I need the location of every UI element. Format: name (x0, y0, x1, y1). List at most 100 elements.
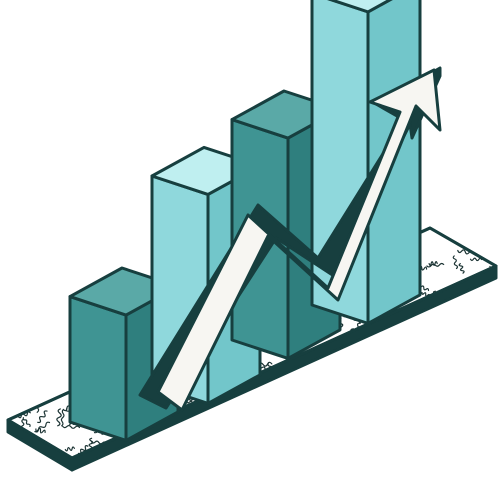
base-squiggle (357, 404, 371, 417)
base-squiggle (220, 469, 223, 479)
base-squiggle (136, 248, 142, 267)
base-squiggle (471, 242, 483, 249)
base-squiggle (459, 469, 463, 484)
base-squiggle (405, 363, 410, 374)
base-squiggle (12, 363, 18, 374)
growth-arrow-icon (138, 66, 442, 412)
base-squiggle (324, 457, 333, 458)
base-squiggle (478, 380, 490, 386)
base-squiggle (432, 326, 444, 338)
base-squiggle (364, 405, 377, 417)
base-squiggle (480, 284, 488, 303)
base-squiggle (473, 405, 482, 417)
base-squiggle (8, 312, 18, 318)
base-squiggle (7, 479, 11, 487)
base-squiggle (229, 461, 236, 468)
base-squiggle (0, 300, 1, 304)
base-squiggle (73, 472, 82, 476)
base-squiggle (415, 342, 433, 350)
base-squiggle (490, 435, 496, 448)
base-squiggle (491, 403, 496, 420)
base-squiggle (243, 426, 251, 439)
base-squiggle (394, 403, 406, 409)
base-squiggle (79, 258, 91, 264)
base-squiggle (497, 224, 500, 232)
base-squiggle (465, 228, 481, 238)
base-squiggle (205, 434, 210, 451)
base-squiggle (382, 358, 389, 368)
base-squiggle (413, 349, 424, 358)
base-squiggle (314, 463, 322, 469)
base-squiggle (0, 414, 7, 424)
base-squiggle (336, 360, 344, 372)
base-squiggle (335, 380, 346, 396)
base-squiggle (78, 244, 83, 260)
base-squiggle (416, 437, 422, 452)
base-squiggle (25, 286, 31, 301)
base-squiggle (60, 260, 71, 267)
base-squiggle (34, 327, 43, 335)
base-squiggle (469, 430, 486, 436)
base-squiggle (201, 473, 218, 478)
base-squiggle (56, 408, 62, 427)
base-squiggle (430, 347, 436, 359)
base-squiggle (45, 343, 56, 354)
base-squiggle (452, 427, 462, 433)
base-squiggle (130, 455, 144, 458)
base-squiggle (245, 479, 254, 487)
base-squiggle (423, 413, 439, 419)
base-squiggle (439, 407, 444, 417)
base-squiggle (428, 261, 438, 267)
base-squiggle (19, 251, 33, 263)
base-squiggle (25, 347, 32, 365)
base-squiggle (38, 252, 48, 260)
base-squiggle (464, 305, 475, 319)
base-squiggle (51, 346, 59, 362)
base-squiggle (22, 417, 31, 427)
base-squiggle (37, 410, 48, 424)
base-squiggle (13, 386, 19, 405)
base-squiggle (37, 376, 46, 393)
base-squiggle (20, 454, 40, 458)
base-squiggle (271, 396, 281, 411)
base-squiggle (457, 351, 467, 366)
base-squiggle (351, 383, 358, 394)
base-squiggle (8, 288, 16, 295)
base-squiggle (44, 338, 52, 348)
base-squiggle (434, 433, 440, 447)
base-squiggle (0, 253, 7, 261)
base-squiggle (371, 397, 379, 409)
base-squiggle (461, 336, 479, 342)
base-squiggle (370, 356, 378, 371)
base-squiggle (30, 370, 37, 382)
base-squiggle (353, 420, 369, 428)
base-squiggle (28, 477, 33, 484)
base-squiggle (442, 312, 455, 319)
base-squiggle (52, 251, 62, 265)
base-squiggle (251, 425, 266, 436)
base-squiggle (243, 433, 255, 440)
base-squiggle (370, 429, 385, 442)
base-squiggle (393, 464, 402, 472)
base-squiggle (39, 231, 46, 244)
base-squiggle (143, 441, 158, 454)
base-squiggle (90, 232, 108, 240)
base-squiggle (421, 292, 431, 297)
base-squiggle (58, 374, 64, 392)
base-squiggle (279, 417, 296, 423)
base-squiggle (160, 441, 169, 451)
base-squiggle (441, 360, 458, 372)
base-squiggle (265, 423, 276, 440)
base-squiggle (460, 354, 469, 360)
base-squiggle (81, 228, 88, 235)
base-squiggle (477, 461, 484, 476)
base-squiggle (285, 375, 295, 394)
base-squiggle (230, 422, 243, 431)
base-squiggle (293, 412, 309, 420)
base-squiggle (127, 474, 136, 481)
base-squiggle (443, 394, 449, 407)
base-squiggle (77, 267, 90, 274)
base-squiggle (217, 411, 227, 422)
base-squiggle (58, 281, 73, 290)
base-squiggle (293, 440, 311, 449)
